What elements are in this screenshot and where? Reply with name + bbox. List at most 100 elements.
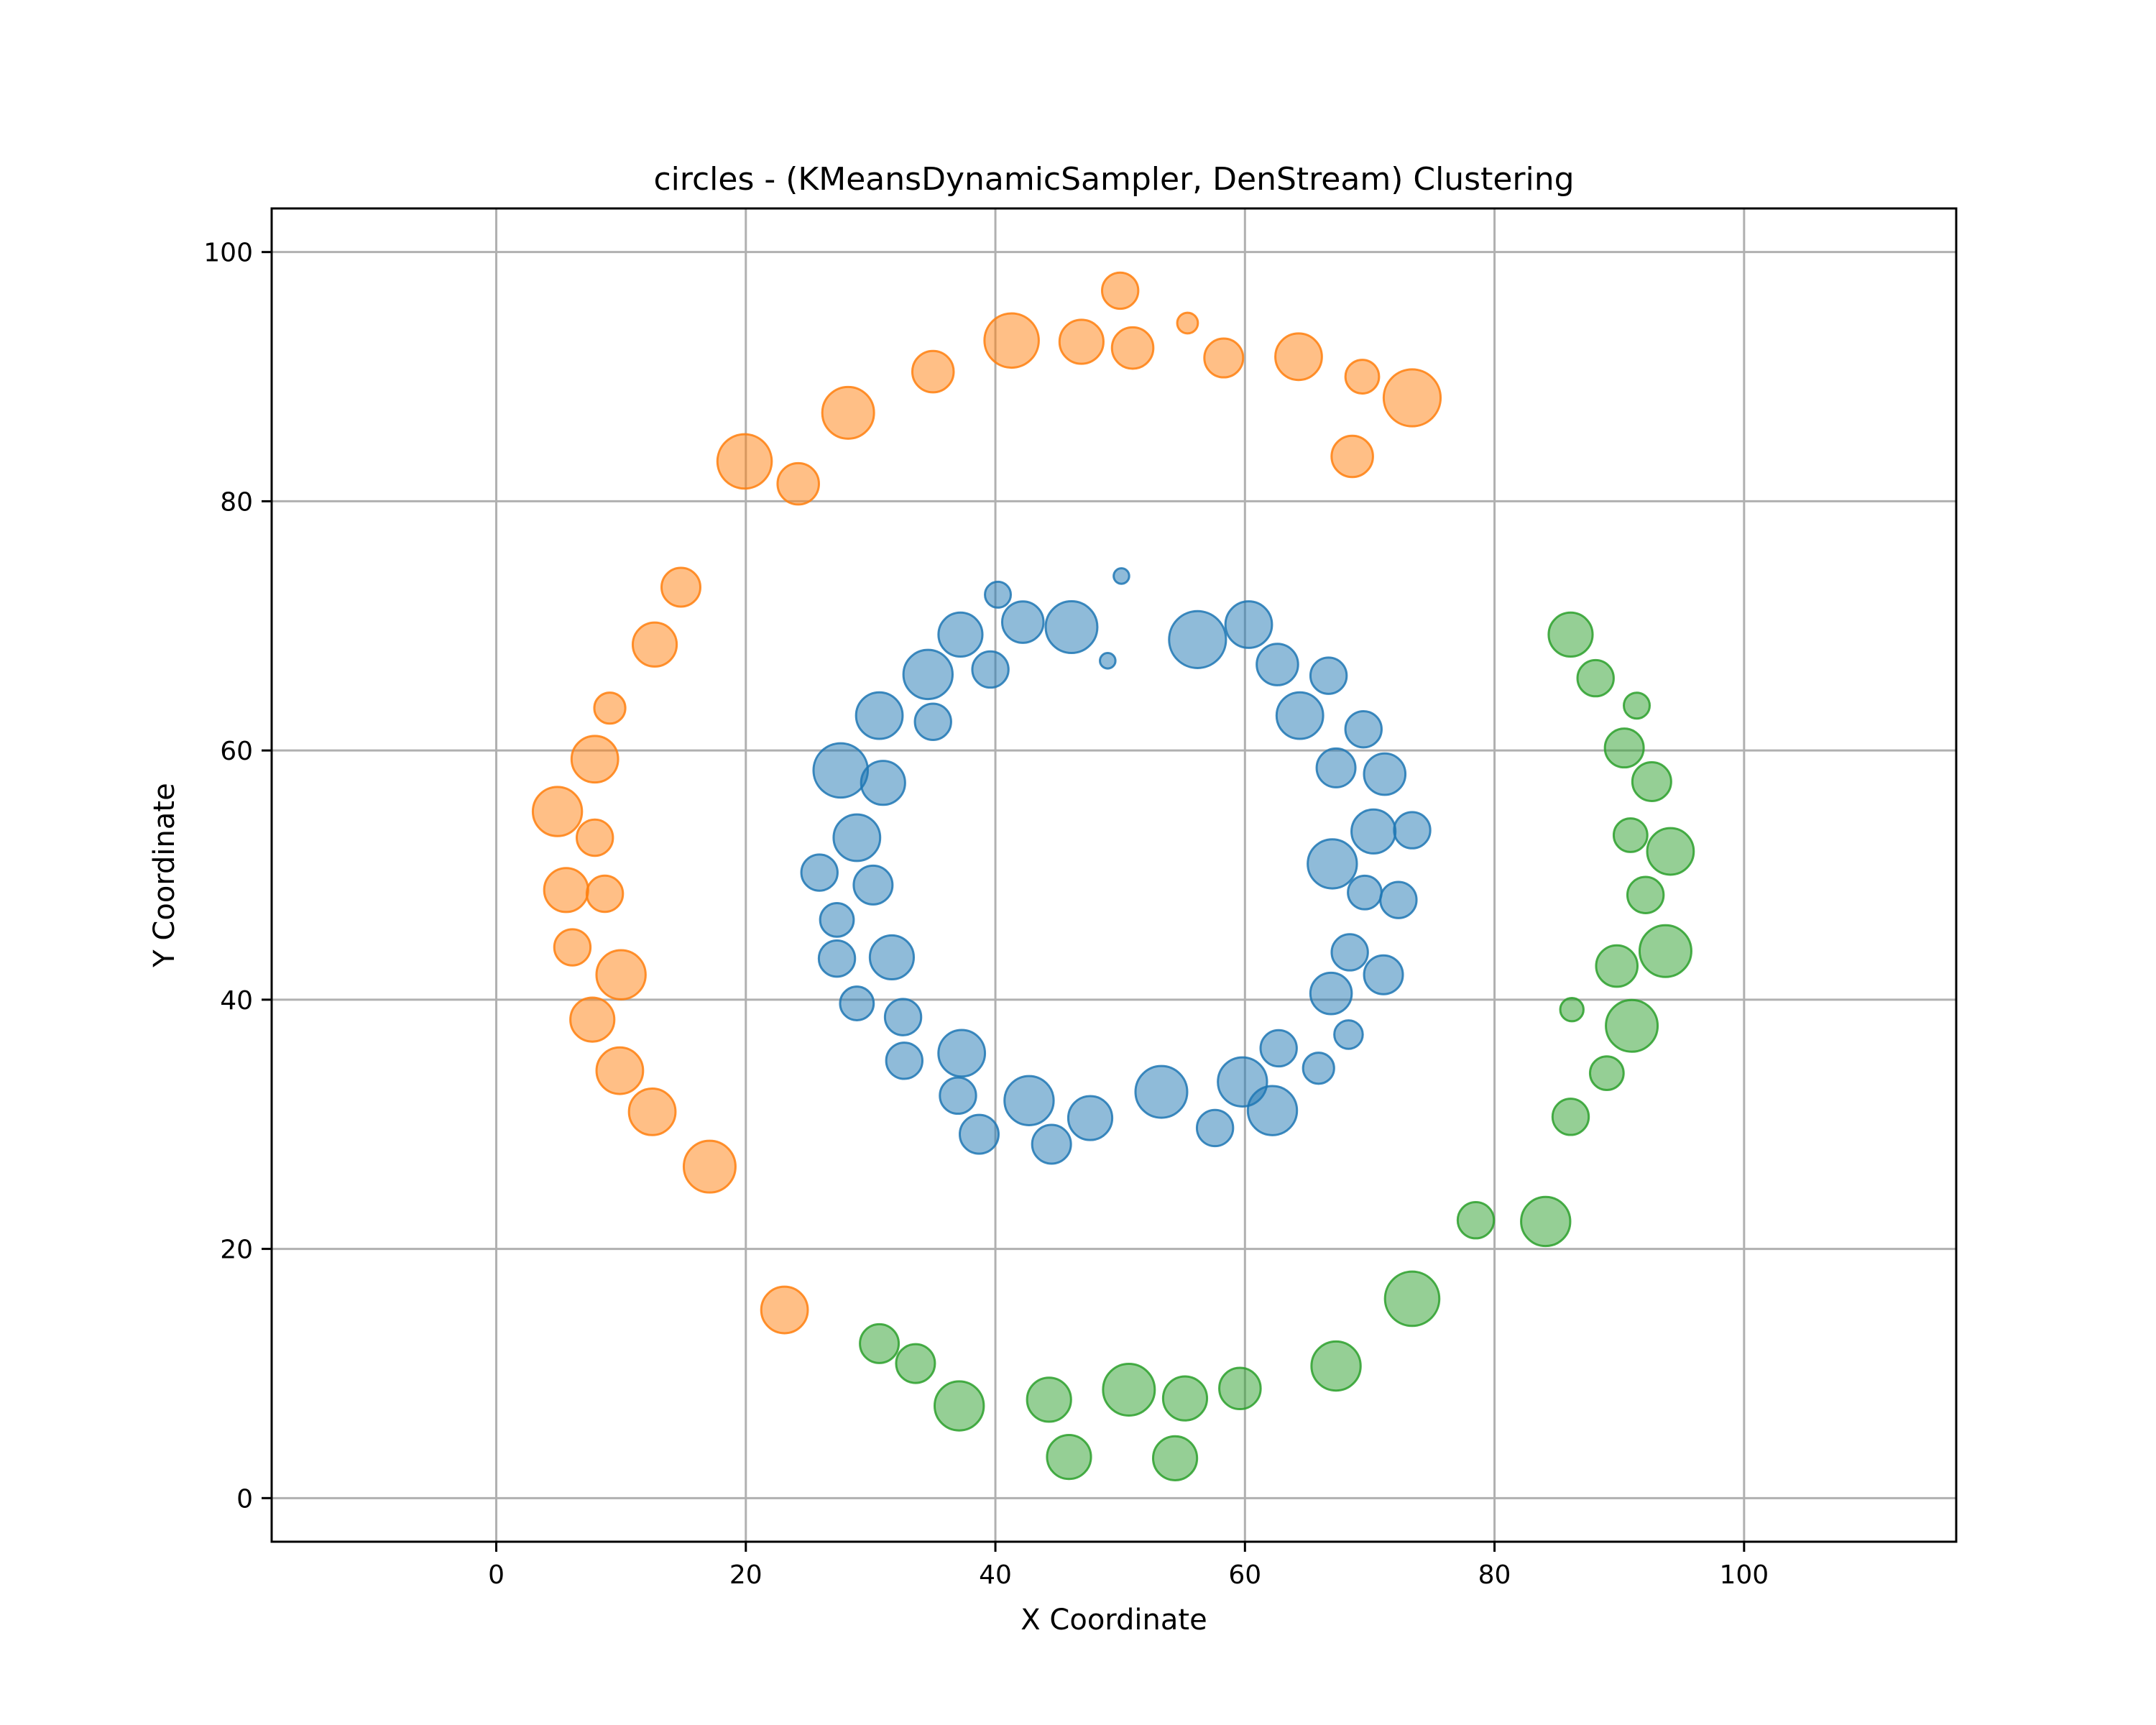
cluster-3 [859,611,1695,1481]
data-point [832,813,882,862]
x-tick-label: 100 [1719,1560,1769,1590]
data-point [1309,656,1348,695]
data-point [1151,1435,1199,1481]
data-point [1026,1376,1072,1423]
data-point [1330,933,1369,972]
data-point [569,996,616,1043]
data-point [1333,1019,1364,1050]
data-point [933,1380,985,1432]
data-point [812,742,870,799]
data-point [860,760,906,806]
data-point [1588,1055,1625,1092]
x-tick-label: 20 [729,1560,763,1590]
data-point [1275,691,1325,740]
data-point [1631,760,1672,802]
data-point [1046,1434,1092,1481]
data-point [1350,808,1397,855]
data-point [1302,1052,1335,1085]
data-point [570,735,619,784]
data-point [983,312,1040,369]
data-point [984,580,1013,609]
data-point [1603,727,1645,769]
x-tick-label: 0 [488,1560,505,1590]
data-point [1363,954,1404,995]
data-point [660,566,702,608]
data-point [1309,971,1353,1016]
data-point [1100,271,1140,310]
data-point [595,1046,645,1095]
data-point [1112,567,1130,585]
data-point [1099,652,1117,670]
data-point [716,433,773,490]
data-point [1110,326,1155,370]
data-point [1031,1123,1072,1165]
data-point [576,818,614,857]
data-point [911,349,955,394]
data-point [1310,1340,1362,1392]
y-tick-label: 20 [220,1236,253,1265]
data-point [859,1322,900,1364]
y-tick-label: 80 [220,487,253,517]
data-point [1456,1201,1496,1240]
data-point [1168,610,1227,669]
data-point [1393,811,1432,850]
data-point [1274,332,1323,382]
data-point [902,648,954,701]
y-tick-label: 60 [220,737,253,766]
data-point [1344,359,1381,395]
data-point [1224,600,1273,649]
axis-ticks: 0 20 40 60 80 100 0 20 40 60 80 100 [203,239,1769,1590]
data-point [800,853,839,892]
y-tick-label: 100 [203,239,253,268]
data-point [1605,998,1659,1053]
data-point [1315,747,1357,788]
data-point [1256,643,1299,686]
data-point [1638,924,1692,978]
data-point [1551,1098,1590,1136]
data-point [937,611,984,658]
data-point [1102,1362,1156,1417]
grid-lines [272,208,1956,1542]
data-point [682,1139,737,1194]
data-point [895,1343,936,1384]
data-point [1559,997,1585,1023]
data-point [1195,1108,1235,1148]
data-point [1379,880,1418,919]
data-point [531,786,584,837]
data-point [1347,874,1383,911]
data-point [817,939,857,978]
data-point [1203,337,1245,379]
data-point [939,1076,977,1116]
x-tick-label: 60 [1228,1560,1261,1590]
data-point [1612,817,1649,853]
y-tick-label: 40 [220,986,253,1016]
data-point [1000,600,1045,644]
data-point [1058,318,1105,365]
data-point [1067,1095,1114,1141]
chart-title: circles - (KMeansDynamicSampler, DenStre… [653,161,1574,198]
data-point [1176,311,1199,335]
data-point [1382,368,1442,428]
data-point [913,702,952,741]
cluster-2 [531,271,1442,1335]
data-point [1547,611,1594,658]
y-tick-label: 0 [236,1484,253,1514]
data-point [1134,1064,1189,1119]
data-point [1626,875,1665,914]
data-point [885,1041,924,1080]
data-points [531,271,1695,1481]
data-point [868,934,916,981]
data-point [819,902,855,938]
data-point [627,1087,677,1136]
data-point [1218,1366,1262,1411]
data-point [776,461,821,506]
data-point [593,691,627,725]
data-point [1307,838,1358,890]
data-point [839,985,875,1021]
data-point [1623,691,1651,720]
data-point [852,864,894,906]
x-tick-label: 80 [1478,1560,1511,1590]
data-point [1044,600,1099,655]
plot-frame [270,207,1958,1543]
